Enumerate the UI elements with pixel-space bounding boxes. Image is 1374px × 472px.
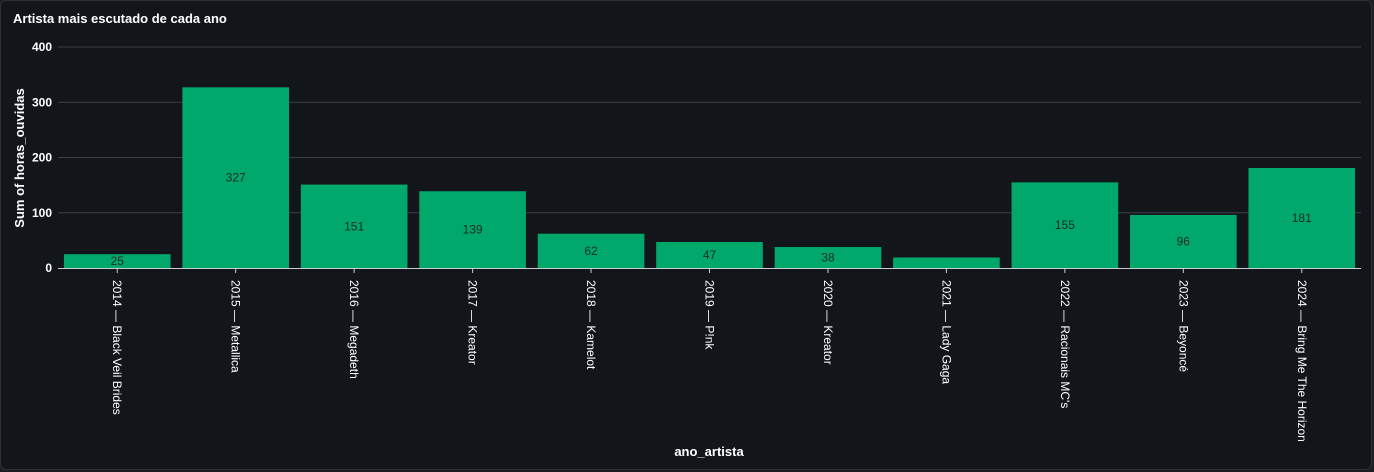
bar-value-label: 181 [1292,211,1312,225]
bar-value-label: 38 [821,251,835,265]
bar-value-label: 25 [111,254,125,268]
y-axis-ticks: 0 100 200 300 400 [32,40,52,275]
x-tick-label: 2014 — Black Veil Brides [110,280,124,415]
x-tick-label: 2018 — Kamelot [584,280,598,370]
y-tick-label: 300 [32,95,52,109]
bar[interactable] [182,87,289,269]
bar[interactable] [537,233,645,268]
x-axis-label: ano_artista [674,444,744,459]
x-tick-label: 2023 — Beyoncé [1176,280,1190,372]
x-tick-label: 2019 — P!nk [703,280,717,350]
chart-title: Artista mais escutado de cada ano [13,11,227,26]
x-tick-label: 2015 — Metallica [229,280,243,373]
bar-value-label: 139 [463,223,483,237]
x-axis-ticks: 2014 — Black Veil Brides 2015 — Metallica… [110,268,1309,442]
x-tick-label: 2021 — Lady Gaga [939,280,953,384]
x-tick-label: 2017 — Kreator [466,280,480,365]
bar[interactable] [1011,182,1119,268]
x-tick-label: 2022 — Racionais MC's [1058,280,1072,408]
bar-value-label: 151 [344,219,364,233]
y-axis-label: Sum of horas_ouvidas [12,88,27,227]
bar-value-label: 47 [703,248,717,262]
y-tick-label: 400 [32,40,52,54]
bar[interactable] [893,257,1000,268]
bar[interactable] [63,254,171,268]
bar[interactable] [1130,214,1237,268]
bar-value-label: 96 [1177,234,1191,248]
x-tick-label: 2016 — Megadeth [347,280,361,379]
y-tick-label: 0 [45,261,52,275]
bar[interactable] [1248,167,1356,268]
bar-value-label: 62 [584,244,598,258]
bar-value-label: 327 [226,171,246,185]
bar[interactable] [419,191,526,268]
bar[interactable] [656,242,763,268]
bar[interactable] [774,247,882,268]
x-tick-label: 2020 — Kreator [821,280,835,365]
bar[interactable] [300,184,408,268]
y-tick-label: 100 [32,206,52,220]
x-tick-label: 2024 — Bring Me The Horizon [1295,280,1309,442]
bars: 25 327 151 139 62 47 38 155 96 181 [63,87,1356,269]
y-tick-label: 200 [32,151,52,165]
bar-value-label: 155 [1055,218,1075,232]
